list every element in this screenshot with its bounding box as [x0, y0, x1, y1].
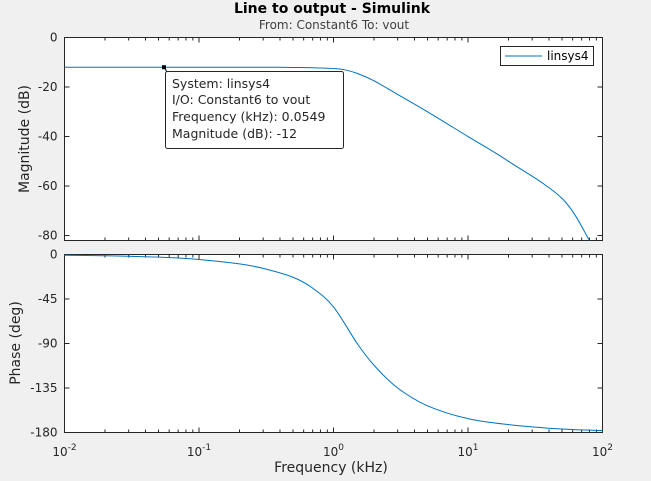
- x-tick-label: 100: [323, 443, 344, 459]
- y-tick-label: -80: [38, 229, 58, 243]
- frequency-x-label: Frequency (kHz): [274, 460, 388, 476]
- y-tick-label: -40: [38, 130, 58, 144]
- data-tip-marker[interactable]: [161, 65, 166, 70]
- data-tip-line: System: linsys4: [172, 76, 270, 91]
- y-tick-label: 0: [50, 248, 58, 262]
- y-tick-label: -180: [30, 426, 57, 440]
- x-tick-label: 10-2: [52, 443, 76, 459]
- legend-entry-label: linsys4: [547, 49, 589, 63]
- magnitude-y-label: Magnitude (dB): [17, 85, 33, 193]
- y-tick-label: -60: [38, 179, 58, 193]
- phase-plot-area: [64, 254, 603, 433]
- phase-ticks: [64, 254, 603, 433]
- y-tick-label: 0: [50, 31, 58, 45]
- data-tip-line: Magnitude (dB): -12: [172, 126, 297, 141]
- phase-axes[interactable]: 0 -45 -90 -135 -180 10-2 10-1 100 101 102: [30, 248, 613, 460]
- phase-series-line[interactable]: [64, 254, 603, 432]
- data-tip-line: Frequency (kHz): 0.0549: [172, 109, 325, 124]
- magnitude-y-tick-labels: 0 -20 -40 -60 -80: [38, 31, 58, 243]
- y-tick-label: -135: [30, 381, 57, 395]
- y-tick-label: -90: [38, 337, 58, 351]
- phase-y-label: Phase (deg): [8, 301, 24, 385]
- x-tick-label: 101: [457, 443, 478, 459]
- legend-box: [500, 46, 594, 66]
- chart-subtitle: From: Constant6 To: vout: [259, 18, 410, 32]
- y-tick-label: -45: [38, 292, 58, 306]
- magnitude-ticks: [64, 37, 603, 241]
- legend[interactable]: linsys4: [500, 46, 594, 66]
- x-tick-label: 102: [592, 443, 613, 459]
- frequency-x-tick-labels: 10-2 10-1 100 101 102: [52, 443, 613, 459]
- data-tip-box: [165, 71, 344, 149]
- chart-title: Line to output - Simulink: [234, 1, 431, 17]
- magnitude-series-line[interactable]: [64, 66, 590, 241]
- phase-y-tick-labels: 0 -45 -90 -135 -180: [30, 248, 57, 440]
- data-tip-line: I/O: Constant6 to vout: [172, 92, 310, 107]
- data-tip[interactable]: System: linsys4 I/O: Constant6 to vout F…: [161, 65, 344, 149]
- x-tick-label: 10-1: [187, 443, 211, 459]
- y-tick-label: -20: [38, 80, 58, 94]
